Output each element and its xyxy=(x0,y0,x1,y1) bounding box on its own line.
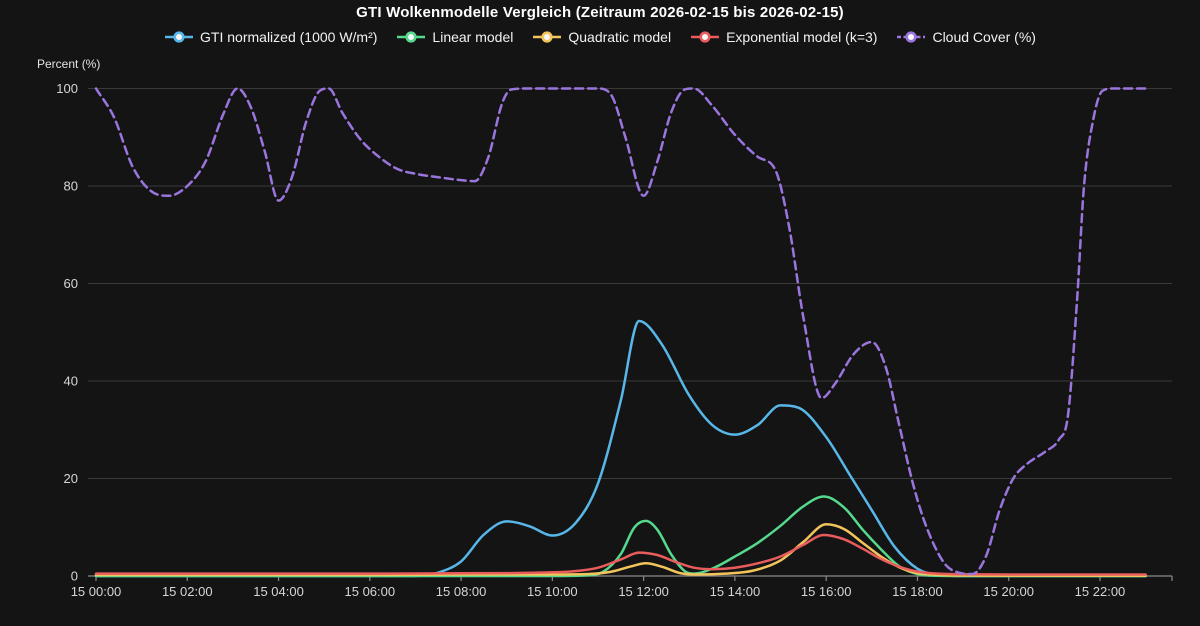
series-line-linear-model xyxy=(94,495,1147,578)
x-tick-label: 15 00:00 xyxy=(71,584,122,599)
series-line-gti-normalized xyxy=(94,319,1147,578)
legend-marker-linear-model xyxy=(397,31,426,43)
legend-item-quadratic-model[interactable]: Quadratic model xyxy=(532,29,671,45)
legend-label-gti-normalized: GTI normalized (1000 W/m²) xyxy=(200,29,378,45)
y-tick-label-80: 80 xyxy=(64,179,78,194)
legend-label-linear-model: Linear model xyxy=(432,29,514,45)
legend: GTI normalized (1000 W/m²) Linear model Qu… xyxy=(0,29,1200,45)
legend-marker-gti-normalized xyxy=(165,31,194,43)
x-tick-label: 15 04:00 xyxy=(253,584,304,599)
y-tick-label-100: 100 xyxy=(56,81,78,96)
x-tick-label: 15 08:00 xyxy=(436,584,487,599)
legend-marker-quadratic-model xyxy=(533,31,562,43)
series-line-exponential-model xyxy=(94,533,1147,576)
legend-item-cloud-cover[interactable]: Cloud Cover (%) xyxy=(896,29,1036,45)
x-tick-label: 15 16:00 xyxy=(801,584,852,599)
x-tick-label: 15 06:00 xyxy=(345,584,396,599)
y-tick-label-0: 0 xyxy=(71,569,78,584)
legend-label-exponential-model: Exponential model (k=3) xyxy=(726,29,878,45)
legend-item-gti-normalized[interactable]: GTI normalized (1000 W/m²) xyxy=(164,29,377,45)
x-tick-label: 15 14:00 xyxy=(710,584,761,599)
y-tick-label-60: 60 xyxy=(64,276,78,291)
y-tick-label-20: 20 xyxy=(64,471,78,486)
legend-marker-exponential-model xyxy=(691,31,720,43)
legend-item-linear-model[interactable]: Linear model xyxy=(396,29,513,45)
series-line-cloud-cover xyxy=(94,87,1147,576)
y-axis-title: Percent (%) xyxy=(37,57,101,71)
x-tick-label: 15 12:00 xyxy=(618,584,669,599)
x-tick-label: 15 22:00 xyxy=(1075,584,1126,599)
x-tick-label: 15 02:00 xyxy=(162,584,213,599)
x-tick-label: 15 18:00 xyxy=(892,584,943,599)
chart-title: GTI Wolkenmodelle Vergleich (Zeitraum 20… xyxy=(356,4,844,21)
legend-item-exponential-model[interactable]: Exponential model (k=3) xyxy=(690,29,877,45)
x-tick-label: 15 20:00 xyxy=(983,584,1034,599)
y-tick-label-40: 40 xyxy=(64,374,78,389)
x-tick-label: 15 10:00 xyxy=(527,584,578,599)
legend-label-quadratic-model: Quadratic model xyxy=(568,29,672,45)
legend-marker-cloud-cover xyxy=(897,31,926,43)
legend-label-cloud-cover: Cloud Cover (%) xyxy=(932,29,1036,45)
